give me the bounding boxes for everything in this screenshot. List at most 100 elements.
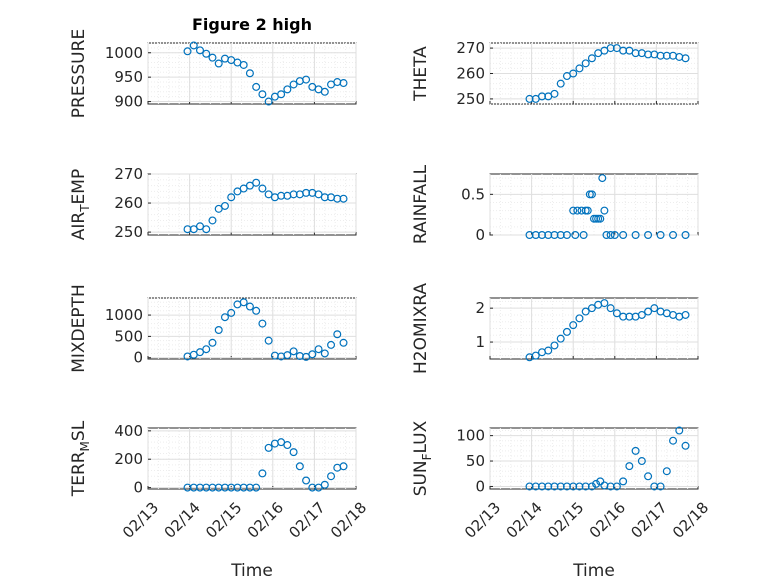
data-point [681,310,690,319]
data-point [302,476,311,485]
data-point [239,184,248,193]
y-tick-label: 50 [466,452,485,470]
x-tick-label: 02/15 [202,499,245,542]
data-point [681,441,690,450]
x-axis-label-left: Time [230,561,273,581]
data-point [631,231,640,240]
data-point [202,225,211,234]
data-point [277,438,286,447]
x-tick-label: 02/16 [244,499,287,542]
data-point [333,330,342,339]
y-tick-label: 1000 [105,306,143,324]
subplot-rainfall: 0 0.5 RAINFALL [411,164,699,244]
data-point [339,462,348,471]
data-point [183,47,192,56]
x-axis-label-right: Time [572,561,615,581]
data-point [196,46,205,55]
x-tick-label: 02/13 [119,499,162,542]
data-point [239,60,248,69]
data-point [196,222,205,231]
data-point [669,231,678,240]
data-point [583,206,592,215]
data-point [320,349,329,358]
data-point [252,82,261,91]
data-point [320,480,329,489]
y-tick-label: 100 [456,427,485,445]
y-tick-label: 270 [114,165,143,183]
data-point [214,204,223,213]
data-point [196,348,205,357]
data-point [264,336,273,345]
data-point [644,472,653,481]
data-point [656,231,665,240]
data-point [283,85,292,94]
x-tick-label: 02/14 [503,499,546,542]
y-axis-label: SUNFLUX [411,420,434,496]
data-point [596,477,605,486]
y-axis-label: THETA [411,46,431,102]
data-point [550,341,559,350]
data-point [556,79,565,88]
data-point [592,479,601,488]
data-point [308,350,317,359]
x-tick-label: 02/13 [461,499,504,542]
data-point [208,53,217,62]
data-point [581,307,590,316]
data-point [650,304,659,313]
data-point [245,69,254,78]
y-tick-label: 270 [456,39,485,57]
data-point [245,181,254,190]
data-point [264,443,273,452]
data-point [644,231,653,240]
data-point [681,54,690,63]
data-point [569,69,578,78]
data-point [314,345,323,354]
data-point [220,201,229,210]
data-point [600,299,609,308]
subplot-theta: 250 260 270 THETA [411,39,699,108]
y-tick-label: 260 [456,65,485,83]
data-point [264,97,273,106]
data-point [598,174,607,183]
data-point [202,49,211,58]
data-point [562,231,571,240]
data-point [252,306,261,315]
data-point [208,216,217,225]
y-tick-label: 0.5 [461,185,485,203]
data-point [612,482,621,491]
data-point [258,184,267,193]
data-point [619,231,628,240]
y-tick-label: 500 [114,327,143,345]
data-point [295,462,304,471]
data-point [637,310,646,319]
data-point [189,225,198,234]
data-point [202,345,211,354]
data-point [569,206,578,215]
data-point [681,231,690,240]
data-point [579,231,588,240]
x-tick-label: 02/18 [327,499,370,542]
x-tick-label: 02/16 [586,499,629,542]
data-point [314,190,323,199]
data-point [339,194,348,203]
data-point [573,206,582,215]
x-tick-label: 02/18 [669,499,712,542]
data-point [277,90,286,99]
data-point [220,313,229,322]
data-point [587,190,596,199]
y-axis-label: RAINFALL [411,164,431,244]
data-point [189,41,198,50]
y-tick-label: 0 [475,477,485,495]
subplot-air-temp: 250 260 270 AIRTEMP [69,165,357,241]
data-point [531,351,540,360]
x-tick-label: 02/17 [627,499,670,542]
data-point [320,87,329,96]
data-point [596,214,605,223]
data-point [575,64,584,73]
data-point [587,304,596,313]
y-axis-label: H2OMIXRA [411,283,431,374]
y-tick-label: 0 [133,479,143,497]
data-point [239,298,248,307]
